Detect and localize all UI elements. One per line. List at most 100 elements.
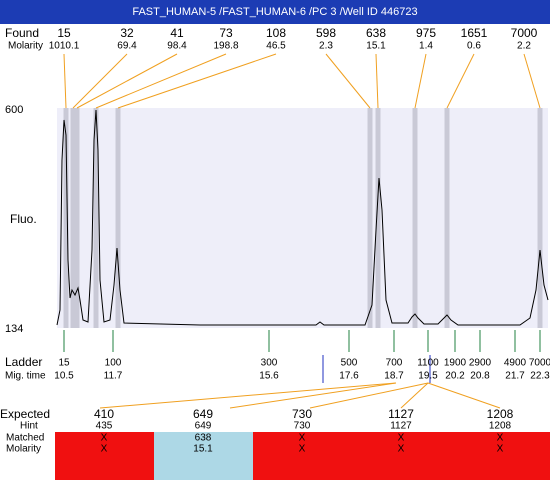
- hint: 649: [195, 421, 212, 432]
- peak-band: [115, 108, 121, 328]
- ladder-time: 21.7: [505, 371, 525, 382]
- title: FAST_HUMAN-5 /FAST_HUMAN-6 /PC 3 /Well I…: [132, 6, 417, 18]
- peak-size: 1651: [461, 26, 488, 40]
- row-bg: [154, 432, 253, 480]
- hint-label: Hint: [20, 421, 38, 432]
- hint: 730: [294, 421, 311, 432]
- expected-links: [99, 382, 501, 409]
- peak-molarity: 69.4: [117, 41, 137, 52]
- ladder-time: 15.6: [259, 371, 279, 382]
- molarity: X: [398, 444, 405, 455]
- molarity: 15.1: [193, 444, 213, 455]
- peak-band: [375, 108, 381, 328]
- peak-molarity: 2.3: [319, 41, 333, 52]
- peak-molarity: 198.8: [213, 41, 238, 52]
- fluo-top: 600: [5, 104, 23, 116]
- fluo-label: Fluo.: [10, 212, 37, 226]
- plot-area: [57, 108, 548, 328]
- ladder-label: Ladder: [5, 355, 42, 369]
- peak-size: 638: [366, 26, 386, 40]
- peak-band: [74, 108, 80, 328]
- peak-link: [446, 53, 475, 109]
- peak-size: 32: [120, 26, 134, 40]
- ladder-size: 700: [386, 358, 403, 369]
- ladder-size: 7000: [529, 358, 550, 369]
- molarity-row-label: Molarity: [6, 444, 41, 455]
- peak-molarity: 2.2: [517, 41, 531, 52]
- ladder-size: 4900: [504, 358, 527, 369]
- peak-link: [375, 53, 379, 109]
- expected-size: 649: [193, 407, 213, 421]
- peak-link: [63, 53, 67, 109]
- ladder-time: 20.8: [470, 371, 490, 382]
- ladder-time: 18.7: [384, 371, 404, 382]
- peak-band: [444, 108, 450, 328]
- peak-link: [523, 53, 541, 109]
- found-label: Found: [5, 26, 39, 40]
- peak-molarity: 0.6: [467, 41, 481, 52]
- ladder-size: 1100: [417, 358, 439, 369]
- ladder-size: 1900: [444, 358, 467, 369]
- expected-size: 1127: [388, 407, 414, 421]
- expected-size: 1208: [487, 407, 514, 421]
- peak-band: [537, 108, 543, 328]
- ladder-size: 500: [341, 358, 358, 369]
- hint: 1208: [489, 421, 512, 432]
- row-bg: [253, 432, 550, 480]
- ladder-time: 19.5: [418, 371, 438, 382]
- trace: [56, 109, 549, 326]
- peak-link: [76, 53, 178, 109]
- row-bg: [55, 432, 154, 480]
- peak-molarity: 1010.1: [49, 41, 80, 52]
- peak-link: [414, 53, 427, 109]
- peak-link: [72, 53, 128, 109]
- peak-size: 15: [57, 26, 71, 40]
- ladder-time: 11.7: [104, 371, 123, 382]
- ladder-time: 20.2: [445, 371, 465, 382]
- peak-band: [93, 108, 99, 328]
- title-bar: [0, 0, 550, 24]
- matched: X: [101, 433, 108, 444]
- matched-label: Matched: [6, 433, 44, 444]
- peak-size: 7000: [511, 26, 538, 40]
- mig-time-label: Mig. time: [5, 371, 46, 382]
- hint: 1127: [390, 421, 412, 432]
- matched: 638: [195, 433, 212, 444]
- expected-size: 410: [94, 407, 114, 421]
- ladder-time: 10.5: [54, 371, 74, 382]
- ladder-time: 17.6: [339, 371, 359, 382]
- peak-band: [70, 108, 76, 328]
- peak-size: 73: [219, 26, 233, 40]
- expected-label: Expected: [0, 407, 50, 421]
- peak-link: [325, 53, 371, 109]
- molarity: X: [299, 444, 306, 455]
- molarity: X: [101, 444, 108, 455]
- molarity: X: [497, 444, 504, 455]
- matched: X: [398, 433, 405, 444]
- ladder-size: 15: [58, 358, 70, 369]
- peak-band: [367, 108, 373, 328]
- ladder-size: 300: [261, 358, 278, 369]
- hint: 435: [96, 421, 113, 432]
- peak-link: [117, 53, 277, 109]
- peak-size: 108: [266, 26, 286, 40]
- peak-band: [412, 108, 418, 328]
- peak-size: 598: [316, 26, 336, 40]
- peak-size: 41: [170, 26, 184, 40]
- peak-link: [95, 53, 227, 109]
- ladder-size: 2900: [469, 358, 492, 369]
- expected-size: 730: [292, 407, 312, 421]
- matched: X: [497, 433, 504, 444]
- peak-size: 975: [416, 26, 436, 40]
- molarity-label: Molarity: [8, 41, 43, 52]
- matched: X: [299, 433, 306, 444]
- peak-molarity: 98.4: [167, 41, 187, 52]
- peak-molarity: 15.1: [366, 41, 386, 52]
- peak-molarity: 1.4: [419, 41, 433, 52]
- ladder-time: 22.3: [530, 371, 550, 382]
- peak-band: [63, 108, 69, 328]
- ladder-size: 100: [105, 358, 122, 369]
- fluo-bottom: 134: [5, 323, 23, 335]
- peak-molarity: 46.5: [266, 41, 286, 52]
